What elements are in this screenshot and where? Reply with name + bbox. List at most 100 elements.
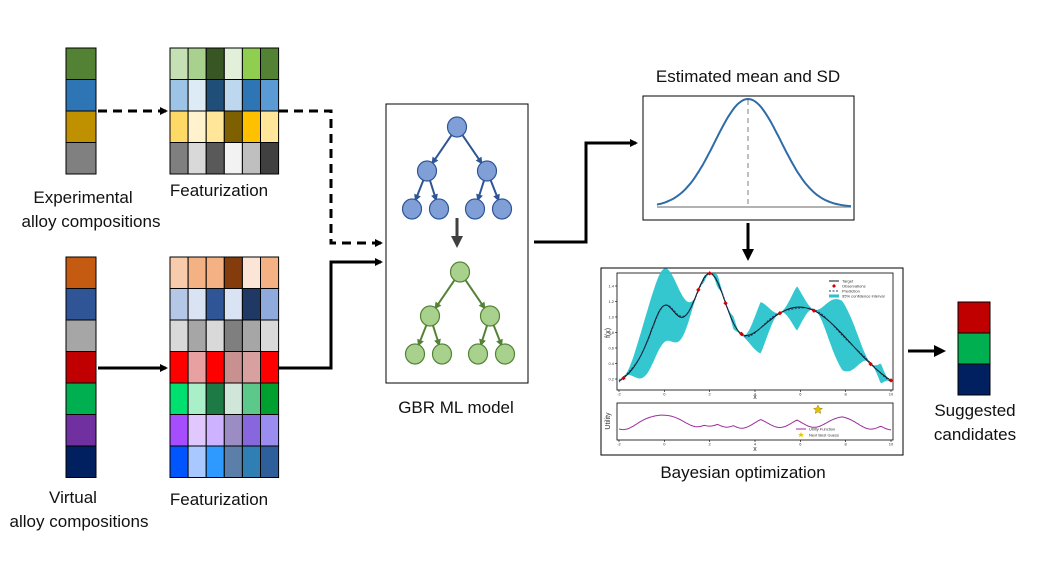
gp-legend: Target Observations Prediction 95% confi…	[829, 279, 885, 299]
utility-legend: Utility Function Next Best Guess	[796, 427, 839, 438]
gp-x-tick-label: 0	[663, 392, 666, 397]
virtual-feature-cell	[241, 351, 261, 384]
utility-xlabel: x	[753, 446, 757, 453]
experimental-feature-cell	[260, 79, 280, 112]
observation-point	[723, 301, 728, 306]
featurization-top-label: Featurization	[170, 181, 268, 200]
utility-x-tick-label: 6	[799, 442, 802, 447]
experimental-composition-cell	[65, 79, 97, 112]
tree-bottom-node	[479, 305, 501, 327]
virtual-feature-cell	[260, 288, 280, 321]
gp-x-tick-label: 6	[799, 392, 802, 397]
tree-bottom-node	[494, 343, 516, 365]
virtual-feature-cell	[169, 351, 189, 384]
tree-top-edge	[432, 134, 453, 163]
experimental-composition-cell	[65, 142, 97, 175]
tree-top-edge	[461, 134, 482, 163]
gp-x-tick-label: 2	[709, 392, 712, 397]
experimental-feature-cell	[241, 110, 261, 143]
arrow-features-to-model	[279, 258, 383, 370]
tree-top-node	[428, 198, 450, 220]
gp-plot: -2 0 2 4 6 8 10 0.2 0.4 0.6 0.8 1.0 1.2 1.4 f(x) x T…	[605, 268, 894, 401]
gp-x-tick-label: 4	[754, 392, 757, 397]
virtual-feature-cell	[260, 319, 280, 352]
experimental-feature-cell	[205, 47, 225, 80]
virtual-feature-cell	[223, 445, 243, 478]
prediction-curve	[618, 273, 892, 383]
suggested-candidate-cell	[957, 301, 991, 334]
experimental-feature-cell	[187, 110, 207, 143]
mean-sd-label: Estimated mean and SD	[656, 67, 840, 86]
legend-prediction-label: Prediction	[842, 289, 860, 294]
virtual-composition-cell	[65, 319, 97, 352]
tree-bottom-arrowhead	[478, 301, 486, 310]
experimental-feature-cell	[187, 79, 207, 112]
virtual-feature-cell	[260, 256, 280, 289]
experimental-feature-cell	[223, 47, 243, 80]
utility-x-tick-label: -2	[617, 442, 621, 447]
virtual-composition-cell	[65, 256, 97, 289]
observation-point	[739, 331, 744, 337]
experimental-feature-cell	[169, 47, 189, 80]
tree-bottom-node	[431, 343, 453, 365]
experimental-label-line2: alloy compositions	[22, 212, 161, 231]
virtual-feature-cell	[205, 319, 225, 352]
virtual-composition-cell	[65, 414, 97, 447]
experimental-feature-cell	[241, 79, 261, 112]
experimental-feature-matrix	[169, 47, 280, 175]
featurization-bottom-label: Featurization	[170, 490, 268, 509]
observation-point	[621, 375, 626, 381]
virtual-feature-cell	[169, 382, 189, 415]
tree-top-arrowhead	[475, 156, 483, 165]
experimental-feature-cell	[223, 79, 243, 112]
gp-y-tick-label: 0.2	[608, 376, 614, 381]
virtual-feature-cell	[187, 319, 207, 352]
legend-guess-label: Next Best Guess	[809, 433, 839, 438]
virtual-label-line1: Virtual	[49, 488, 97, 507]
virtual-feature-cell	[241, 382, 261, 415]
virtual-feature-cell	[187, 414, 207, 447]
virtual-label-line2: alloy compositions	[10, 512, 149, 531]
gaussian-curve	[656, 97, 852, 208]
virtual-feature-cell	[169, 256, 189, 289]
observations	[621, 271, 894, 383]
observation-point	[707, 271, 712, 276]
virtual-feature-cell	[223, 319, 243, 352]
utility-x-tick-label: 10	[889, 442, 894, 447]
virtual-feature-cell	[187, 256, 207, 289]
tree-bottom-arrowhead	[434, 301, 442, 310]
virtual-composition-cell	[65, 351, 97, 384]
utility-x-tick-label: 8	[845, 442, 848, 447]
virtual-feature-cell	[223, 414, 243, 447]
virtual-feature-cell	[169, 445, 189, 478]
gp-y-tick-label: 1.0	[608, 314, 614, 319]
suggested-label-line1: Suggested	[934, 401, 1015, 420]
virtual-feature-cell	[205, 351, 225, 384]
arrow-model-to-mean-sd	[534, 139, 638, 244]
gp-x-ticks: -2 0 2 4 6 8 10	[617, 390, 894, 397]
virtual-feature-cell	[223, 382, 243, 415]
virtual-composition-cell	[65, 382, 97, 415]
experimental-composition-column	[65, 47, 97, 175]
virtual-feature-cell	[241, 445, 261, 478]
utility-x-tick-label: 2	[709, 442, 712, 447]
tree-bottom-node	[449, 261, 471, 283]
tree-top-node	[401, 198, 423, 220]
legend-observation-swatch	[832, 284, 836, 288]
virtual-composition-column	[65, 256, 97, 478]
legend-utility-label: Utility Function	[809, 427, 835, 432]
experimental-feature-cell	[169, 142, 189, 175]
utility-x-ticks: -2 0 2 4 6 8 10	[617, 440, 894, 447]
utility-x-tick-label: 4	[754, 442, 757, 447]
suggested-candidate-cell	[957, 363, 991, 396]
virtual-feature-cell	[260, 351, 280, 384]
experimental-feature-cell	[260, 47, 280, 80]
legend-guess-swatch	[798, 432, 804, 438]
experimental-composition-cell	[65, 47, 97, 80]
virtual-feature-cell	[205, 445, 225, 478]
virtual-composition-cell	[65, 288, 97, 321]
legend-observation-label: Observations	[842, 284, 866, 289]
virtual-feature-cell	[169, 288, 189, 321]
experimental-feature-cell	[169, 110, 189, 143]
